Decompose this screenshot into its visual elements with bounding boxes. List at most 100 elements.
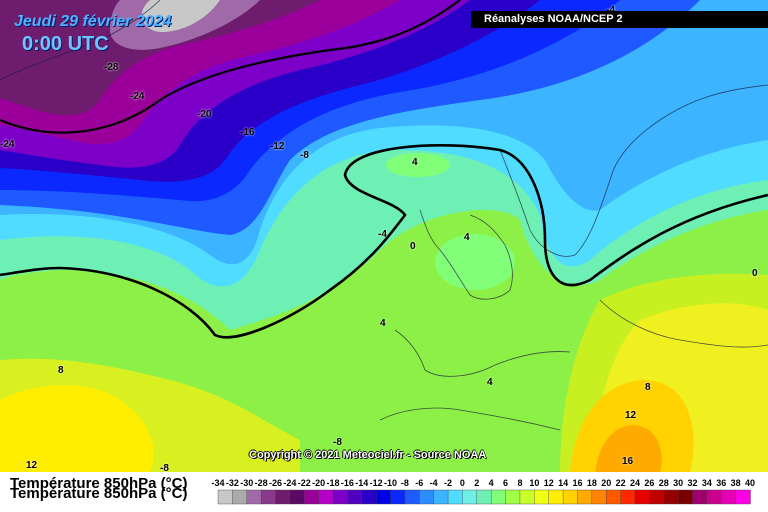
color-scale-tick-label: -6 bbox=[415, 478, 423, 488]
color-scale-swatch bbox=[433, 489, 449, 505]
color-scale-tick-label: 10 bbox=[529, 478, 539, 488]
isotherm-minus-twenty-line bbox=[0, 0, 461, 134]
color-scale-swatch bbox=[562, 489, 579, 505]
isotherm-label: 0 bbox=[752, 268, 758, 279]
color-scale-tick-label: 14 bbox=[558, 478, 568, 488]
color-scale-tick-label: 22 bbox=[616, 478, 626, 488]
color-scale-swatch bbox=[375, 489, 392, 505]
isotherm-label: -4 bbox=[378, 229, 387, 240]
color-scale-swatch bbox=[620, 489, 636, 505]
color-scale-swatch bbox=[706, 489, 722, 505]
color-scale-tick-label: 16 bbox=[572, 478, 582, 488]
color-scale-swatch bbox=[519, 489, 536, 505]
color-scale-tick-label: 2 bbox=[474, 478, 479, 488]
isotherm-label: 12 bbox=[625, 410, 637, 421]
color-scale-swatch bbox=[289, 489, 305, 505]
date-title: Jeudi 29 février 2024 bbox=[14, 13, 172, 30]
color-scale-tick-label: -14 bbox=[355, 478, 368, 488]
color-scale: -34 -32 -30 -28 -26 -24 -22 -20 -18 -16 -14 -12 -10-… bbox=[211, 478, 755, 505]
color-scale-tick-label: -24 bbox=[283, 478, 296, 488]
color-scale-tick-label: -12 bbox=[370, 478, 383, 488]
color-scale-swatch bbox=[490, 489, 507, 505]
time-title: 0:00 UTC bbox=[22, 33, 109, 55]
color-scale-tick-label: -20 bbox=[312, 478, 325, 488]
color-scale-tick-label: -32 bbox=[226, 478, 239, 488]
isotherm-label: -16 bbox=[240, 127, 255, 138]
isotherm-label: -24 bbox=[0, 139, 15, 150]
color-scale-swatch bbox=[663, 489, 679, 505]
color-scale-tick-label: -26 bbox=[269, 478, 282, 488]
color-scale-swatch bbox=[505, 489, 521, 505]
isotherm-label: 4 bbox=[412, 157, 418, 168]
isotherm-label: -12 bbox=[270, 141, 285, 152]
color-scale-tick-label: 36 bbox=[716, 478, 726, 488]
copyright-notice: Copyright © 2021 Meteociel.fr - Source N… bbox=[249, 449, 487, 461]
color-scale-swatch bbox=[347, 489, 363, 505]
color-scale-tick-label: 8 bbox=[517, 478, 522, 488]
color-scale-swatch bbox=[606, 489, 622, 505]
color-scale-tick-label: -10 bbox=[384, 478, 397, 488]
isotherm-label: -8 bbox=[333, 437, 342, 448]
color-scale-tick-label: 26 bbox=[644, 478, 654, 488]
isotherm-label: -8 bbox=[160, 463, 169, 474]
color-scale-swatch bbox=[447, 489, 464, 505]
color-scale-tick-label: 20 bbox=[601, 478, 611, 488]
color-scale-tick-label: 34 bbox=[702, 478, 712, 488]
isotherm-label: -8 bbox=[300, 150, 309, 161]
color-scale-tick-label: 40 bbox=[745, 478, 755, 488]
color-scale-swatch bbox=[548, 489, 564, 505]
color-scale-tick-label: 30 bbox=[673, 478, 683, 488]
source-banner: Réanalyses NOAA/NCEP 2 bbox=[471, 11, 768, 28]
temperature-map bbox=[0, 0, 768, 472]
color-scale-swatch bbox=[721, 489, 737, 505]
color-scale-swatch bbox=[246, 489, 262, 505]
isotherm-label: -24 bbox=[130, 91, 145, 102]
color-scale-swatch bbox=[476, 489, 492, 505]
color-scale-swatch bbox=[462, 489, 478, 505]
color-scale-swatch bbox=[677, 489, 694, 505]
isotherm-label: -28 bbox=[104, 62, 119, 73]
color-scale-swatch bbox=[217, 489, 234, 505]
color-scale-tick-label: 4 bbox=[489, 478, 494, 488]
color-scale-tick-label: -2 bbox=[444, 478, 452, 488]
isotherm-label: 4 bbox=[464, 232, 470, 243]
color-scale-tick-label: 38 bbox=[731, 478, 741, 488]
color-scale-tick-label: 28 bbox=[659, 478, 669, 488]
color-scale-tick-label: -8 bbox=[401, 478, 409, 488]
isotherm-label: 8 bbox=[58, 365, 64, 376]
band-minus-twentyfour bbox=[0, 0, 320, 116]
color-scale-swatch bbox=[318, 489, 334, 505]
color-scale-swatch bbox=[534, 489, 550, 505]
color-scale-swatch bbox=[649, 489, 665, 505]
color-scale-tick-label: -18 bbox=[327, 478, 340, 488]
variable-label: Température 850hPa (°C) bbox=[10, 475, 188, 492]
warm-pocket-britain bbox=[435, 234, 515, 290]
color-scale-tick-label: 32 bbox=[687, 478, 697, 488]
color-scale-swatch bbox=[735, 489, 751, 505]
color-scale-swatch bbox=[390, 489, 406, 505]
color-scale-swatch bbox=[232, 489, 248, 505]
warm-zone-sw bbox=[0, 385, 154, 472]
color-scale-swatch bbox=[591, 489, 607, 505]
color-scale-swatch bbox=[404, 489, 420, 505]
color-scale-tick-label: 6 bbox=[503, 478, 508, 488]
isotherm-label: -4 bbox=[606, 5, 615, 16]
color-scale-swatch bbox=[577, 489, 593, 505]
color-scale-tick-label: 0 bbox=[460, 478, 465, 488]
color-scale-swatch bbox=[692, 489, 708, 505]
color-scale-tick-label: 24 bbox=[630, 478, 640, 488]
color-scale-tick-label: -16 bbox=[341, 478, 354, 488]
color-scale-tick-label: 18 bbox=[587, 478, 597, 488]
color-scale-tick-label: -30 bbox=[240, 478, 253, 488]
coastlines bbox=[0, 0, 768, 431]
color-scale-swatch bbox=[332, 489, 349, 505]
color-scale-tick-label: -22 bbox=[298, 478, 311, 488]
color-scale-swatch bbox=[361, 489, 377, 505]
isotherm-label: 8 bbox=[645, 382, 651, 393]
isotherm-label: 12 bbox=[26, 460, 38, 471]
isotherm-label: 4 bbox=[487, 377, 493, 388]
variable-label-shadow: Température 850hPa (°C) bbox=[10, 485, 188, 502]
color-scale-tick-label: -28 bbox=[255, 478, 268, 488]
color-scale-swatch bbox=[260, 489, 277, 505]
isotherm-zero-line bbox=[59, 144, 768, 339]
